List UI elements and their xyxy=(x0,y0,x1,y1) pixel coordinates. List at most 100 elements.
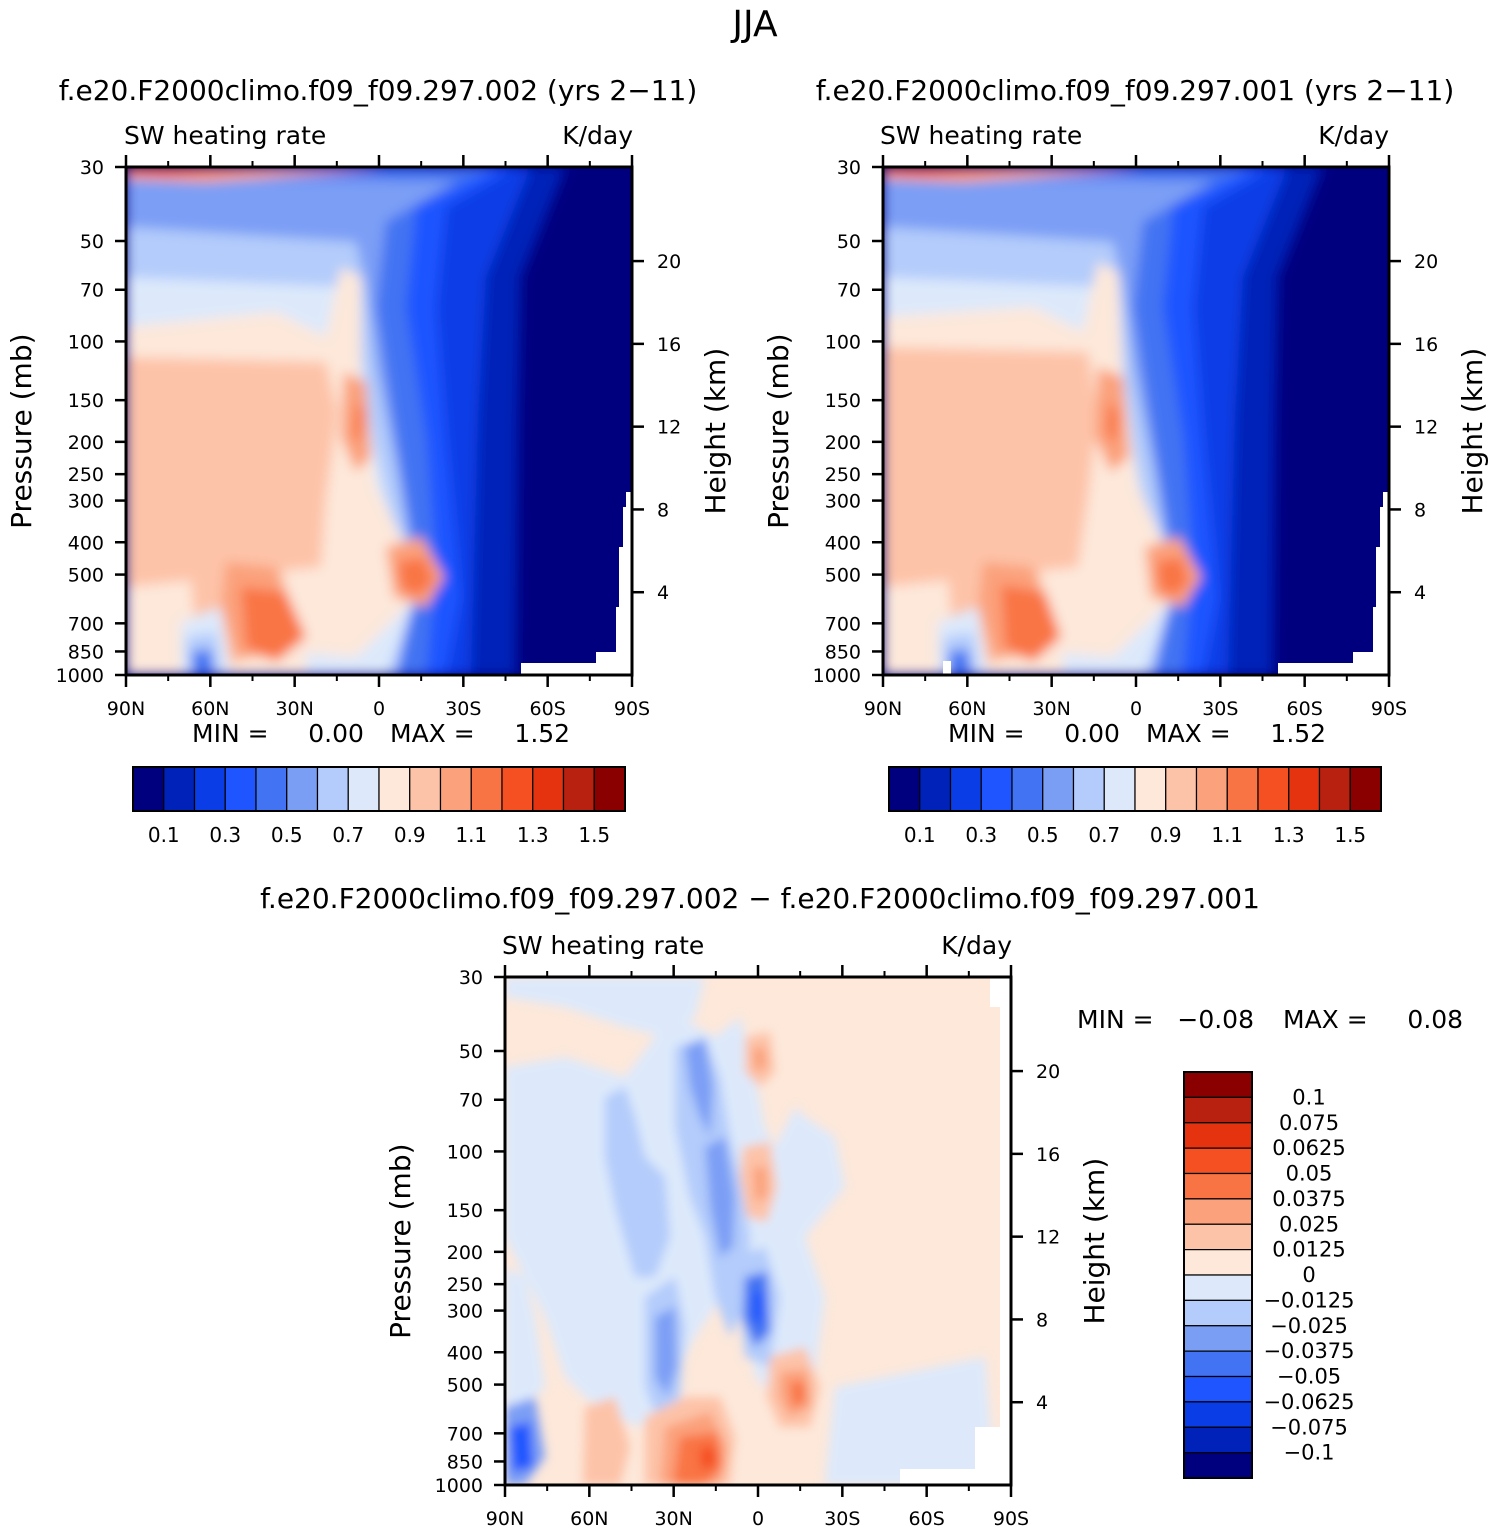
y-tick-label: 1000 xyxy=(435,1475,483,1497)
min-label: MIN = −0.08 xyxy=(1077,1005,1254,1034)
colorbar-swatch xyxy=(1183,1096,1253,1124)
y-tick-label: 250 xyxy=(825,464,861,486)
y-tick-label: 50 xyxy=(459,1041,483,1063)
height-tick-label: 4 xyxy=(657,582,669,604)
y-tick-label: 30 xyxy=(459,967,483,989)
x-tick-label: 60S xyxy=(1287,698,1323,720)
colorbar-swatch xyxy=(1183,1350,1253,1378)
height-tick-label: 20 xyxy=(1414,251,1438,273)
height-tick-label: 20 xyxy=(657,251,681,273)
colorbar-label: −0.05 xyxy=(1277,1365,1341,1389)
colorbar-swatch xyxy=(1165,766,1198,812)
y-axis-title-right: Height (km) xyxy=(699,348,732,515)
colorbar-swatch xyxy=(1183,1375,1253,1403)
colorbar-swatch xyxy=(470,766,503,812)
height-tick-label: 16 xyxy=(657,334,681,356)
colorbar-swatch xyxy=(501,766,534,812)
plot-area xyxy=(505,977,1011,1485)
y-tick-label: 70 xyxy=(80,280,104,302)
colorbar-label: 1.3 xyxy=(1273,823,1305,847)
colorbar-label: −0.0625 xyxy=(1263,1390,1354,1414)
colorbar-swatch xyxy=(562,766,595,812)
colorbar-label: 1.1 xyxy=(455,823,487,847)
colorbar-swatch xyxy=(439,766,472,812)
height-tick-label: 12 xyxy=(1414,417,1438,439)
colorbar-swatch xyxy=(347,766,380,812)
x-tick-label: 30N xyxy=(654,1508,692,1530)
colorbar-swatch xyxy=(378,766,411,812)
y-tick-label: 300 xyxy=(447,1301,483,1323)
y-tick-label: 300 xyxy=(68,491,104,513)
colorbar-label: 0.9 xyxy=(394,823,426,847)
field-label: SW heating rate xyxy=(124,121,326,150)
x-tick-label: 90S xyxy=(993,1508,1029,1530)
colorbar-label: 0.1 xyxy=(904,823,936,847)
y-axis-title: Pressure (mb) xyxy=(384,1143,417,1338)
colorbar-swatch xyxy=(1183,1071,1253,1098)
x-tick-label: 30N xyxy=(275,698,313,720)
y-tick-label: 700 xyxy=(447,1423,483,1445)
units-label: K/day xyxy=(562,121,633,150)
case-title: f.e20.F2000climo.f09_f09.297.001 (yrs 2−… xyxy=(816,74,1455,107)
height-tick-label: 4 xyxy=(1036,1392,1048,1414)
height-tick-label: 16 xyxy=(1414,334,1438,356)
x-tick-label: 0 xyxy=(1130,698,1142,720)
colorbar-label: 0.5 xyxy=(271,823,303,847)
colorbar-swatch xyxy=(1183,1198,1253,1225)
x-tick-label: 60N xyxy=(948,698,986,720)
height-tick-label: 8 xyxy=(657,499,669,521)
colorbar-label: −0.1 xyxy=(1284,1441,1335,1465)
y-tick-label: 100 xyxy=(447,1141,483,1163)
axes: 305070100150200250300400500700850100090N… xyxy=(384,965,1111,1530)
y-axis-title: Pressure (mb) xyxy=(5,333,38,528)
y-tick-label: 500 xyxy=(825,565,861,587)
x-tick-label: 60N xyxy=(570,1508,608,1530)
height-tick-label: 16 xyxy=(1036,1144,1060,1166)
height-tick-label: 4 xyxy=(1414,582,1426,604)
colorbar-swatch xyxy=(1318,766,1351,812)
colorbar-label: −0.075 xyxy=(1270,1415,1348,1439)
x-tick-label: 0 xyxy=(373,698,385,720)
panel-case-001: f.e20.F2000climo.f09_f09.297.001 (yrs 2−… xyxy=(762,74,1489,847)
colorbar-swatch xyxy=(1183,1122,1253,1149)
colorbar-label: 1.1 xyxy=(1211,823,1243,847)
y-tick-label: 400 xyxy=(447,1342,483,1364)
colorbar-swatch xyxy=(193,766,226,812)
y-tick-label: 1000 xyxy=(813,665,861,687)
colorbar-label: −0.0375 xyxy=(1263,1339,1354,1363)
colorbar-swatch xyxy=(255,766,288,812)
colorbar-swatch xyxy=(1042,766,1075,812)
colorbar-label: 0.025 xyxy=(1279,1212,1339,1236)
colorbar-swatch xyxy=(1183,1274,1253,1301)
colorbar-swatch xyxy=(1183,1147,1253,1175)
y-tick-label: 250 xyxy=(447,1274,483,1296)
y-tick-label: 400 xyxy=(68,532,104,554)
colorbar-swatch xyxy=(1183,1223,1253,1251)
y-tick-label: 150 xyxy=(825,390,861,412)
x-tick-label: 30S xyxy=(445,698,481,720)
colorbar-label: 0.1 xyxy=(148,823,180,847)
colorbar-swatch xyxy=(593,766,626,812)
y-tick-label: 500 xyxy=(68,565,104,587)
x-tick-label: 90N xyxy=(486,1508,524,1530)
y-tick-label: 150 xyxy=(68,390,104,412)
height-tick-label: 12 xyxy=(1036,1227,1060,1249)
y-axis-title-right: Height (km) xyxy=(1456,348,1489,515)
colorbar-swatch xyxy=(1183,1325,1253,1352)
colorbar-label: −0.0125 xyxy=(1263,1288,1354,1312)
y-tick-label: 400 xyxy=(825,532,861,554)
y-tick-label: 200 xyxy=(447,1242,483,1264)
field-label: SW heating rate xyxy=(880,121,1082,150)
colorbar-label: −0.025 xyxy=(1270,1314,1348,1338)
y-tick-label: 1000 xyxy=(56,665,104,687)
y-tick-label: 70 xyxy=(837,280,861,302)
y-tick-label: 50 xyxy=(837,231,861,253)
y-tick-label: 30 xyxy=(80,157,104,179)
colorbar-swatch xyxy=(980,766,1013,812)
colorbar-label: 0.3 xyxy=(209,823,241,847)
units-label: K/day xyxy=(1318,121,1389,150)
height-tick-label: 8 xyxy=(1414,499,1426,521)
colorbar-swatch xyxy=(1195,766,1228,812)
y-tick-label: 300 xyxy=(825,491,861,513)
y-tick-label: 200 xyxy=(68,432,104,454)
